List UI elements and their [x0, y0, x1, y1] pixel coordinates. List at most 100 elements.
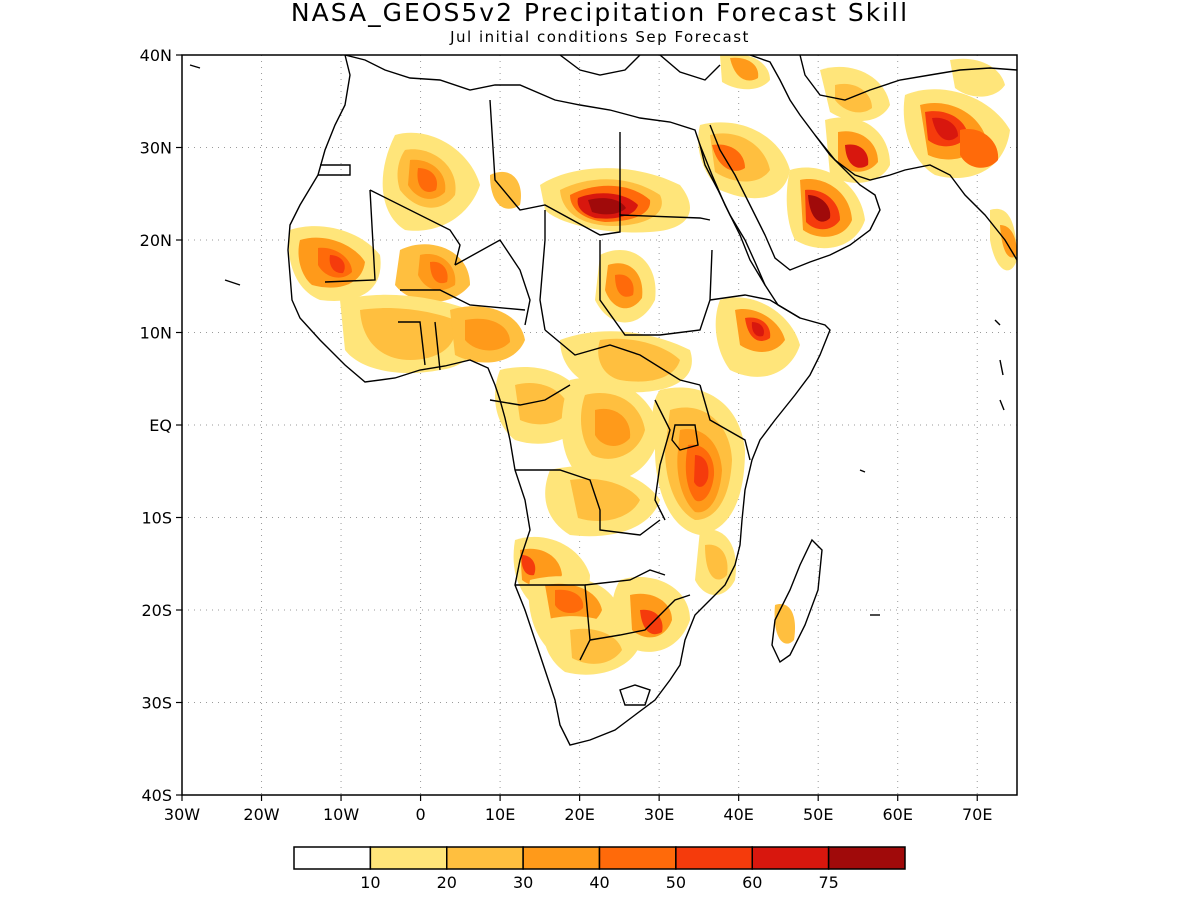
madagascar-coastline [771, 538, 823, 664]
skill-area [465, 318, 510, 351]
map-subtitle: Jul initial conditions Sep Forecast [450, 28, 750, 46]
country-border [369, 189, 461, 266]
colorbar-swatch [675, 846, 753, 870]
colorbar-swatch [293, 846, 372, 870]
skill-area [774, 604, 796, 644]
skill-area [490, 171, 521, 209]
colorbar: 10 20 30 40 50 60 75 [293, 846, 906, 892]
skill-area [960, 129, 999, 168]
colorbar-label: 50 [666, 873, 686, 892]
colorbar-label: 30 [513, 873, 533, 892]
skill-area [835, 83, 872, 113]
skill-area [1000, 225, 1017, 258]
skill-area [730, 57, 759, 81]
skill-area [694, 455, 709, 487]
europe-coastline [659, 55, 721, 81]
skill-area [570, 478, 640, 521]
skill-area [808, 195, 831, 222]
skill-area [555, 589, 584, 614]
skill-area [598, 338, 680, 382]
lat-tick-label: 20N [140, 231, 172, 250]
island [189, 64, 201, 69]
colorbar-swatch [827, 846, 906, 870]
island [994, 319, 1001, 326]
country-border [654, 399, 671, 521]
skill-area [615, 274, 634, 297]
country-border [489, 99, 711, 236]
colorbar-swatch [446, 846, 524, 870]
lon-tick-label: 10E [485, 805, 515, 824]
country-border [434, 321, 441, 371]
lon-tick-label: 20E [564, 805, 594, 824]
colorbar-swatch [522, 846, 601, 870]
colorbar-label: 10 [360, 873, 380, 892]
skill-area [417, 168, 438, 192]
lon-tick-label: 30W [164, 805, 200, 824]
lake-victoria [671, 424, 699, 451]
colorbar-label: 20 [437, 873, 457, 892]
longitude-labels: 30W 20W 10W 0 10E 20E 30E 40E 50E 60E 70E [164, 795, 992, 824]
lat-tick-label: 30S [141, 694, 172, 713]
colorbar-swatch [369, 846, 448, 870]
country-border [539, 210, 546, 331]
colorbar-swatch [751, 846, 830, 870]
lon-tick-label: 40E [723, 805, 753, 824]
colorbar-label: 40 [589, 873, 609, 892]
lat-tick-label: 30N [140, 139, 172, 158]
lat-tick-label: 20S [141, 601, 172, 620]
lat-tick-label: 10S [141, 509, 172, 528]
arabia-coastline [709, 55, 881, 271]
country-border [699, 384, 751, 461]
island [224, 279, 241, 286]
country-border [398, 321, 426, 366]
skill-area [360, 308, 456, 360]
island [859, 469, 866, 473]
country-border [318, 164, 351, 176]
country-border [544, 329, 701, 386]
country-border [709, 294, 801, 319]
latitude-labels: 40N 30N 20N 10N EQ 10S 20S 30S 40S [140, 46, 182, 805]
gulf-coastline [814, 134, 1017, 261]
colorbar-label: 60 [742, 873, 762, 892]
country-border [489, 384, 571, 406]
skill-area [329, 255, 345, 274]
skill-area [751, 322, 764, 337]
skill-area [430, 261, 448, 284]
asia-border [799, 55, 1017, 101]
country-border [515, 584, 591, 661]
lon-tick-label: 30E [644, 805, 674, 824]
island [999, 399, 1005, 411]
map-title: NASA_GEOS5v2 Precipitation Forecast Skil… [290, 0, 910, 27]
country-border [400, 289, 526, 311]
lat-tick-label: 40S [141, 786, 172, 805]
skill-area [705, 544, 728, 580]
colorbar-label: 75 [818, 873, 838, 892]
red-sea-coast [699, 144, 766, 286]
skill-area [950, 58, 1005, 97]
country-border [584, 569, 666, 586]
country-border [515, 469, 661, 536]
lat-tick-label: 40N [140, 46, 172, 65]
island [999, 359, 1004, 376]
country-border [619, 684, 651, 706]
lat-tick-label: 10N [140, 324, 172, 343]
lon-tick-label: 20W [243, 805, 279, 824]
country-border [324, 189, 376, 283]
lat-tick-label: EQ [149, 416, 172, 435]
colorbar-swatch [598, 846, 677, 870]
skill-shading [288, 55, 1017, 675]
skill-area [845, 144, 869, 168]
lon-tick-label: 0 [415, 805, 425, 824]
country-border [454, 239, 531, 326]
lon-tick-label: 70E [962, 805, 992, 824]
europe-coastline [559, 55, 641, 76]
lon-tick-label: 50E [803, 805, 833, 824]
skill-area [932, 117, 958, 141]
skill-area [588, 198, 626, 215]
skill-area [521, 555, 536, 576]
country-border [589, 594, 691, 641]
coastline-and-borders [189, 55, 1017, 746]
skill-area [595, 408, 631, 446]
lon-tick-label: 10W [323, 805, 359, 824]
